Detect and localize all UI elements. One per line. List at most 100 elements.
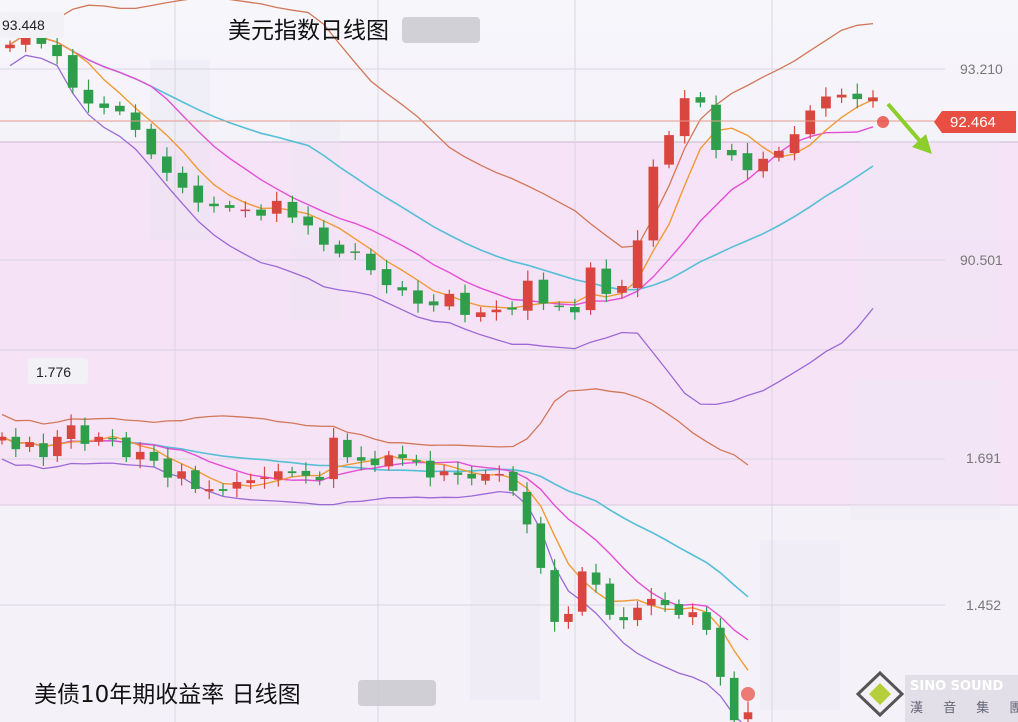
candle-body [522, 491, 532, 525]
candle-body [550, 570, 559, 622]
last-price-label: 92.464 [950, 114, 996, 131]
candle-body [679, 98, 690, 137]
candle-body [191, 470, 200, 489]
candle-body [648, 166, 659, 241]
candle-body [274, 471, 283, 480]
top-indicator-lines [9, 0, 874, 406]
candle-body [605, 583, 615, 615]
candle-body [232, 482, 242, 489]
candle-body [67, 55, 78, 88]
candle-body [729, 677, 739, 721]
candle-body [577, 571, 587, 612]
candle-body [99, 103, 109, 108]
last-price-tag [934, 111, 1016, 133]
bottom-tick-upper: 1.691 [966, 450, 1001, 466]
candle-body [726, 150, 737, 156]
candle-body [412, 460, 421, 462]
top-pink-zone [0, 142, 1018, 350]
candle-body [774, 150, 784, 158]
candle-body [384, 455, 394, 467]
candle-body [868, 97, 878, 102]
candle-body [398, 454, 407, 459]
candle-body [475, 312, 486, 317]
candle-body [260, 477, 269, 479]
candle-body [536, 523, 546, 568]
candle-body [177, 172, 188, 188]
candle-body [397, 287, 408, 291]
top-title: 美元指数日线图 [228, 18, 389, 44]
candle-body [688, 612, 698, 618]
candle-body [246, 480, 255, 484]
candle-body [439, 471, 449, 476]
sino-sound-logo: SINO SOUND 漢 音 集 團 [855, 670, 1018, 722]
candle-body [343, 439, 352, 458]
candle-body [350, 251, 360, 253]
candle-body [319, 227, 329, 245]
candle-body [204, 489, 214, 492]
candle-body [522, 280, 533, 311]
candle-body [356, 457, 366, 461]
candle-body [329, 437, 338, 480]
candle-body [743, 712, 753, 720]
candle-body [413, 290, 423, 304]
trend-arrow-icon [886, 102, 932, 154]
candle-body [80, 425, 90, 444]
candle-body [146, 128, 157, 155]
candle-body [162, 156, 172, 173]
candle-body [491, 309, 502, 313]
candle-body [702, 612, 711, 630]
candle-body [209, 203, 219, 207]
candle-body [619, 617, 628, 621]
candle-body [66, 425, 76, 439]
top-tick-upper: 93.210 [960, 61, 1003, 77]
candle-body [11, 436, 21, 450]
candle-body [601, 268, 612, 294]
candle-body [481, 474, 490, 481]
bottom-last-dot [741, 687, 755, 701]
candle-body [94, 436, 103, 442]
candle-body [444, 293, 455, 307]
candle-body [742, 153, 753, 171]
candle-body [716, 627, 725, 677]
logo-sub: 漢 音 集 團 [910, 700, 1018, 716]
top-tick-top: 93.448 [2, 17, 45, 33]
bottom-tick-lower: 1.452 [966, 597, 1001, 613]
candle-body [287, 471, 297, 474]
candle-body [426, 460, 435, 478]
top-title-blur [402, 17, 480, 43]
candle-body [805, 110, 816, 135]
candle-body [366, 253, 376, 271]
candle-body [711, 104, 721, 150]
candle-body [25, 442, 34, 447]
logo-name: SINO SOUND [910, 679, 1004, 694]
candle-body [115, 105, 125, 112]
candle-body [674, 604, 684, 615]
candle-body [647, 598, 656, 606]
candle-body [5, 44, 15, 49]
candle-body [53, 436, 62, 457]
candle-body [334, 244, 345, 254]
boll-lower-line [1, 458, 743, 722]
candle-body [821, 96, 831, 109]
candle-body [83, 89, 94, 104]
candle-body [256, 209, 266, 216]
candle-body [0, 436, 7, 441]
candle-body [193, 185, 204, 203]
candle-body [836, 94, 847, 98]
candle-body [370, 458, 380, 466]
candle-body [315, 476, 325, 481]
bottom-title: 美债10年期收益率 日线图 [34, 682, 301, 708]
candle-body [758, 158, 768, 172]
candle-body [163, 458, 173, 478]
bottom-title-blur [358, 680, 436, 706]
bottom-tick-box [28, 358, 88, 384]
candle-body [467, 473, 476, 479]
top-candles [5, 15, 878, 323]
ma-fast-line [9, 33, 874, 309]
candle-body [135, 451, 145, 460]
candle-body [52, 44, 62, 57]
candle-body [177, 471, 186, 479]
candle-body [789, 134, 800, 153]
